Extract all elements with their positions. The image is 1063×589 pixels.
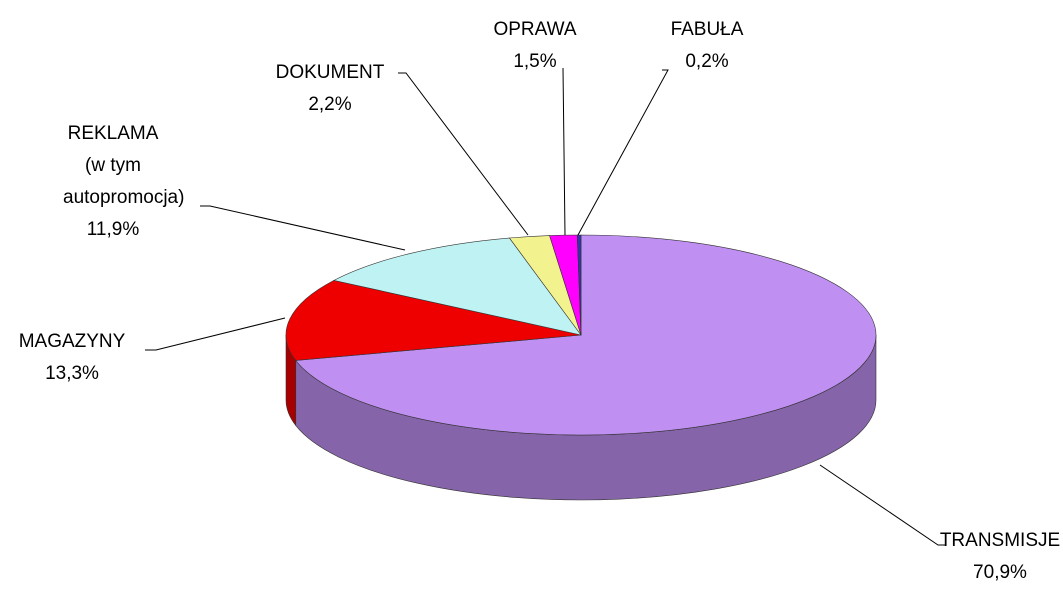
value-label: 1,5% bbox=[513, 51, 557, 72]
leader-line bbox=[145, 317, 286, 351]
category-label: OPRAWA bbox=[493, 19, 577, 40]
leader-line bbox=[562, 67, 566, 236]
slice-label: REKLAMA (w tym autopromocja) 11,9% bbox=[63, 118, 185, 246]
chart bbox=[145, 67, 946, 546]
page: TRANSMISJE 70,9% MAGAZYNY 13,3% REKLAMA (w t… bbox=[18, 14, 1061, 583]
value-label: 0,2% bbox=[685, 51, 729, 72]
category-label: TRANSMISJE bbox=[939, 530, 1061, 551]
leader-line bbox=[398, 72, 529, 236]
category-label: MAGAZYNY bbox=[18, 331, 126, 352]
slice bbox=[295, 234, 877, 436]
category-label: REKLAMA (w tym autopromocja) bbox=[63, 123, 185, 208]
value-label: 11,9% bbox=[86, 219, 140, 240]
leader-line bbox=[577, 69, 669, 236]
category-label: FABUŁA bbox=[670, 19, 744, 40]
value-label: 2,2% bbox=[308, 94, 352, 115]
slice bbox=[285, 280, 582, 361]
value-label: 70,9% bbox=[973, 562, 1027, 583]
slice bbox=[576, 234, 582, 336]
slice-label: MAGAZYNY 13,3% bbox=[19, 326, 126, 390]
leader-line bbox=[819, 464, 946, 546]
category-label: DOKUMENT bbox=[275, 62, 385, 83]
slice-label: DOKUMENT 2,2% bbox=[276, 57, 385, 121]
slice-label: TRANSMISJE 70,9% bbox=[940, 525, 1060, 589]
value-label: 13,3% bbox=[45, 363, 99, 384]
leader-line bbox=[200, 205, 406, 251]
slice bbox=[333, 237, 582, 336]
slice-label: OPRAWA 1,5% bbox=[493, 14, 576, 78]
slice-label: FABUŁA 0,2% bbox=[671, 14, 744, 78]
